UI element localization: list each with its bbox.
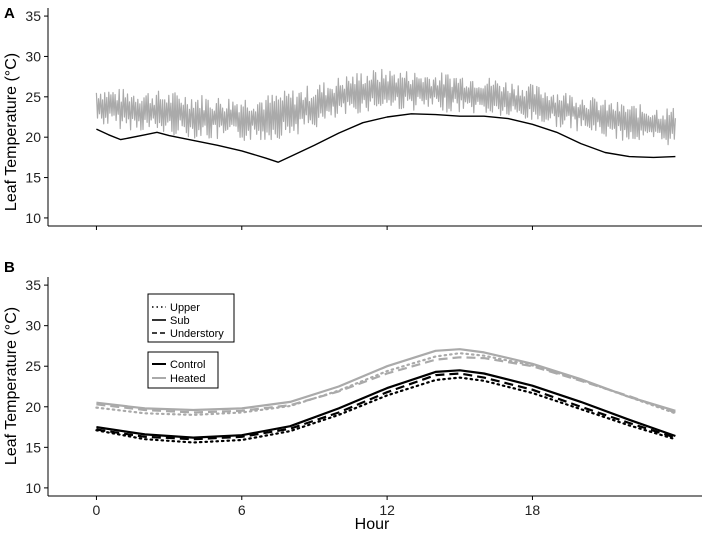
legend-label-sub: Sub xyxy=(170,315,190,327)
legend-label-heated: Heated xyxy=(170,373,205,385)
panel-b-plot: 10 15 20 25 30 35 0 6 12 18 xyxy=(25,277,702,518)
y-tick-label: 15 xyxy=(25,439,41,455)
panel-b-ylabel-group: Leaf Temperature (°C) xyxy=(3,307,20,465)
series-line-control xyxy=(96,113,676,163)
y-tick-label: 20 xyxy=(25,129,41,145)
panel-b: B Leaf Temperature (°C) 10 15 20 25 30 35 0 6 12… xyxy=(3,259,702,533)
y-tick-label: 35 xyxy=(25,277,41,293)
y-tick-label: 20 xyxy=(25,399,41,415)
y-tick-label: 35 xyxy=(25,8,41,24)
panel-a: A Leaf Temperature (°C) 10 15 20 25 30 35 xyxy=(3,5,702,230)
x-tick-label: 12 xyxy=(379,502,395,518)
series-line-control-understory xyxy=(96,372,676,441)
y-tick-label: 10 xyxy=(25,480,41,496)
y-tick-label: 25 xyxy=(25,358,41,374)
panel-label-a: A xyxy=(4,5,15,22)
legend-label-upper: Upper xyxy=(170,302,200,314)
y-tick-label: 15 xyxy=(25,170,41,186)
legend-label-control: Control xyxy=(170,359,205,371)
series-line-heated xyxy=(95,68,676,146)
x-tick-label: 18 xyxy=(525,502,541,518)
series-line-heated-sub xyxy=(96,348,676,412)
series-line-heated-upper xyxy=(95,352,677,416)
panel-b-xlabel: Hour xyxy=(355,516,390,533)
series-line-control-sub xyxy=(96,369,676,439)
legend-treatment-box xyxy=(147,351,219,389)
x-tick-label: 6 xyxy=(238,502,246,518)
legend-canopy: Upper Sub Understory xyxy=(147,293,235,343)
legend-treatment: Control Heated xyxy=(147,351,219,389)
y-tick-label: 25 xyxy=(25,89,41,105)
y-tick-label: 30 xyxy=(25,48,41,64)
series-line-heated-understory xyxy=(96,356,676,414)
y-tick-label: 30 xyxy=(25,318,41,334)
legend-canopy-box xyxy=(147,293,235,343)
y-tick-label: 10 xyxy=(25,210,41,226)
panel-a-ylabel: Leaf Temperature (°C) xyxy=(3,53,20,211)
panel-a-ylabel-group: Leaf Temperature (°C) xyxy=(3,53,20,211)
legend-label-understory: Understory xyxy=(170,328,224,340)
x-tick-label: 0 xyxy=(93,502,101,518)
panel-a-plot: 10 15 20 25 30 35 xyxy=(25,8,702,230)
series-line-control-upper xyxy=(95,376,677,444)
panel-label-b: B xyxy=(4,259,15,276)
panel-b-ylabel: Leaf Temperature (°C) xyxy=(3,307,20,465)
